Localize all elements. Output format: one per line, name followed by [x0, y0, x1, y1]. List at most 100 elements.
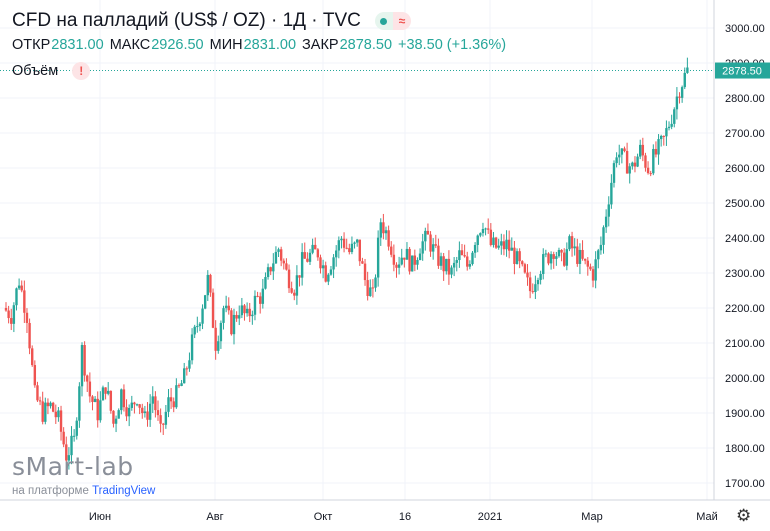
open-label: ОТКР [12, 37, 51, 53]
candle-body [594, 259, 597, 281]
candle-body [57, 410, 60, 418]
candle-body [552, 254, 555, 259]
candle-body [248, 308, 251, 317]
y-tick-label: 2100.00 [725, 338, 765, 350]
open-value: 2831.00 [51, 37, 104, 53]
candle-body [279, 249, 283, 261]
candle-body [639, 144, 642, 157]
symbol-title[interactable]: CFD на палладий (US$ / OZ) · 1Д · TVC [12, 10, 361, 31]
candle-body [245, 308, 249, 314]
y-tick-label: 1900.00 [725, 408, 765, 420]
candle-body [549, 254, 553, 264]
candle-body [667, 126, 671, 129]
candle-body [264, 277, 267, 289]
volume-label[interactable]: Объём [12, 63, 59, 79]
candle-body [151, 396, 154, 404]
candle-body [591, 269, 595, 281]
candle-body [38, 400, 42, 402]
candle-body [565, 249, 569, 266]
candle-body [492, 237, 495, 245]
gear-icon[interactable]: ⚙ [736, 506, 752, 525]
x-tick-label: Июн [89, 511, 111, 523]
candle-body [54, 411, 57, 418]
candle-body [120, 389, 123, 411]
candle-body [657, 139, 660, 155]
candle-body [479, 233, 482, 236]
candle-body [460, 250, 464, 256]
candle-body [41, 401, 44, 422]
status-badges[interactable]: ≈ [374, 12, 411, 30]
candle-body [387, 230, 390, 247]
candle-body [49, 402, 52, 407]
candle-body [295, 275, 299, 296]
candle-body [190, 334, 194, 361]
candle-body [353, 242, 356, 244]
volume-legend[interactable]: Объём ! [12, 62, 506, 80]
candle-body [395, 264, 398, 268]
candle-body [434, 244, 437, 246]
candle-body [196, 326, 199, 328]
candle-body [466, 256, 469, 267]
candle-body [345, 247, 348, 249]
candle-body [227, 305, 230, 311]
candle-body [75, 420, 78, 436]
candle-body [177, 385, 181, 387]
candle-body [576, 246, 579, 264]
candle-body [114, 418, 118, 424]
candle-body [610, 182, 613, 205]
candle-body [678, 96, 681, 98]
candle-body [376, 237, 380, 278]
candle-body [17, 285, 21, 289]
candle-body [670, 123, 673, 127]
candle-body [311, 244, 314, 253]
candle-body [675, 96, 679, 110]
candle-body [65, 444, 68, 461]
tradingview-link[interactable]: TradingView [92, 485, 156, 497]
y-tick-label: 2400.00 [725, 233, 765, 245]
candle-body [67, 455, 71, 461]
candle-body [51, 402, 55, 412]
time-axis[interactable]: Июн Авг Окт 16 2021 Мар Май [89, 511, 718, 523]
candle-body [581, 249, 584, 259]
candle-body [46, 402, 50, 407]
y-tick-label: 1700.00 [725, 478, 765, 490]
candle-body [555, 256, 558, 259]
candle-body [31, 348, 34, 366]
candle-body [568, 236, 571, 250]
candle-body [335, 250, 338, 258]
candle-body [602, 227, 605, 245]
candle-body [36, 385, 39, 401]
candle-body [80, 345, 84, 387]
price-axis[interactable]: 3000.002900.002800.002700.002600.002500.… [725, 23, 765, 490]
candle-body [463, 255, 466, 257]
candle-body [366, 280, 369, 296]
candle-body [625, 151, 629, 174]
candle-body [206, 274, 209, 296]
candle-body [497, 245, 500, 248]
candle-body [127, 407, 131, 417]
candle-body [20, 285, 23, 291]
candle-body [641, 144, 645, 156]
candle-body [654, 148, 658, 155]
candle-body [659, 135, 663, 140]
candle-body [175, 385, 178, 408]
warning-icon[interactable]: ! [72, 62, 91, 80]
data-delay-icon[interactable]: ≈ [392, 12, 411, 30]
market-open-icon[interactable] [374, 12, 393, 30]
candle-body [300, 252, 304, 278]
candle-body [481, 229, 485, 234]
candle-body [513, 247, 516, 264]
candle-body [652, 148, 655, 174]
candle-body [683, 72, 686, 88]
candle-body [59, 410, 63, 432]
candle-body [293, 292, 296, 296]
candle-body [183, 368, 186, 384]
x-tick-label: 16 [399, 511, 411, 523]
y-tick-label: 3000.00 [725, 23, 765, 35]
candle-body [392, 254, 396, 265]
candle-body [33, 365, 37, 386]
candle-body [484, 228, 487, 230]
last-price-label: 2878.50 [715, 62, 770, 79]
candle-body [86, 375, 89, 382]
